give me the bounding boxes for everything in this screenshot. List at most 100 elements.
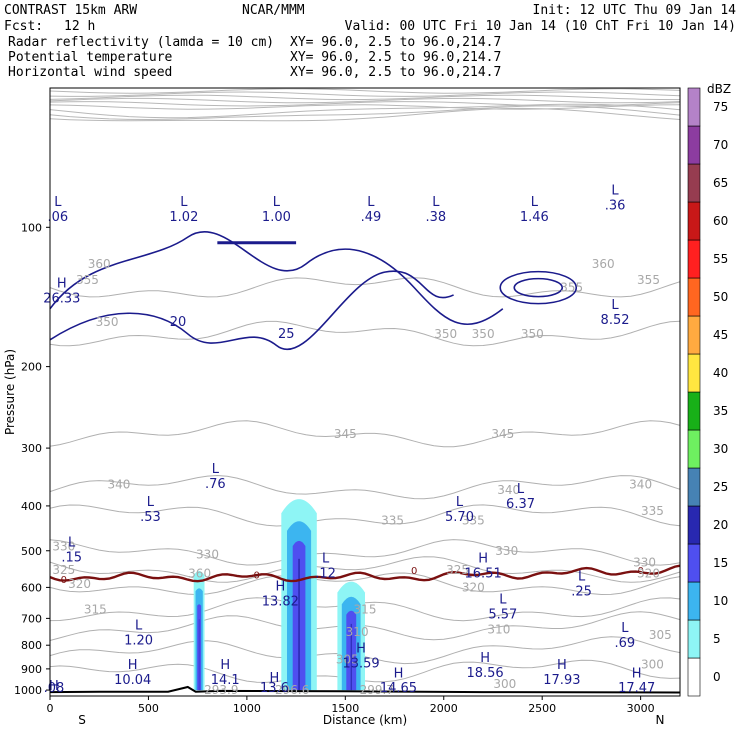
extremum-value: .36 bbox=[605, 199, 626, 214]
reflectivity-cells bbox=[193, 499, 365, 691]
reflectivity-cell-2-20dbz bbox=[298, 558, 300, 691]
extremum-high-marker: H bbox=[478, 551, 488, 566]
wind-contour-closed bbox=[499, 270, 578, 305]
isentrope-labels: 355 360 350 360 360 355 350 350 355 345 345 350 340 3… bbox=[52, 257, 671, 697]
extremum-value: .12 bbox=[315, 566, 336, 581]
center-name: NCAR/MMM bbox=[242, 3, 305, 18]
field-name: Radar reflectivity (lamda = 10 cm) bbox=[8, 35, 274, 50]
extremum-value: 14.1 bbox=[211, 673, 240, 688]
x-tick-label: 1500 bbox=[331, 702, 359, 715]
isentrope-label: 320 bbox=[68, 577, 91, 591]
extremum-value: .49 bbox=[361, 210, 382, 225]
isentrope-label: 340 bbox=[629, 478, 652, 492]
extremum-low-marker: L bbox=[322, 551, 330, 566]
freezing-level: 0 0 0 0 bbox=[49, 564, 681, 586]
isentrope-line bbox=[49, 420, 681, 448]
isentrope-label: 335 bbox=[641, 504, 664, 518]
extremum-low-marker: L bbox=[367, 195, 375, 210]
colorbar-label: 15 bbox=[713, 556, 728, 570]
isentrope-label: 325 bbox=[446, 563, 469, 577]
colorbar-swatch-30 bbox=[687, 429, 701, 469]
extremum-value: 26.33 bbox=[43, 292, 80, 307]
terrain-line bbox=[49, 685, 681, 694]
x-tick-label: 2000 bbox=[430, 702, 458, 715]
colorbar-swatch-60 bbox=[687, 201, 701, 241]
wind-contour-closed-inner bbox=[513, 277, 564, 298]
isentrope-line bbox=[49, 572, 681, 596]
extremum-value: .38 bbox=[426, 210, 447, 225]
isentrope-label: 320 bbox=[462, 580, 485, 594]
freezing-level-label: 0 bbox=[411, 566, 417, 577]
colorbar-label: 65 bbox=[713, 176, 728, 190]
extremum-value: 17.47 bbox=[618, 681, 655, 696]
y-tick-label: 500 bbox=[21, 545, 42, 558]
isentrope-label: 330 bbox=[495, 544, 518, 558]
isentrope-label: 299.7 bbox=[360, 683, 394, 697]
init-time: Init: 12 UTC Thu 09 Jan 14 bbox=[533, 3, 737, 18]
x-tick-label: 0 bbox=[47, 702, 54, 715]
extremum-high-marker: H bbox=[356, 642, 366, 657]
colorbar-swatch-75 bbox=[687, 87, 701, 127]
isentrope-label: 315 bbox=[84, 603, 107, 617]
y-tick-label: 200 bbox=[21, 361, 42, 374]
freezing-level-label: 0 bbox=[637, 566, 643, 577]
isentrope-label: 310 bbox=[346, 625, 369, 639]
colorbar-swatch-0 bbox=[687, 657, 701, 697]
terrain-surface bbox=[49, 685, 681, 694]
y-tick-label: 700 bbox=[21, 612, 42, 625]
isentrope-label: 360 bbox=[592, 257, 615, 271]
colorbar-label: 50 bbox=[713, 290, 728, 304]
colorbar-swatch-15 bbox=[687, 543, 701, 583]
colorbar-label: 30 bbox=[713, 442, 728, 456]
wind-contour-20 bbox=[49, 230, 504, 326]
freezing-level-line bbox=[49, 564, 681, 583]
isentrope-label: 355 bbox=[76, 273, 99, 287]
isentrope-label: 360 bbox=[88, 257, 111, 271]
isentrope-label: 315 bbox=[354, 603, 377, 617]
y-tick-label: 900 bbox=[21, 663, 42, 676]
colorbar-swatch-35 bbox=[687, 391, 701, 431]
isentrope-label: 335 bbox=[381, 513, 404, 527]
extremum-value: 1.20 bbox=[124, 634, 153, 649]
extremum-value: .06 bbox=[48, 210, 69, 225]
colorbar-label: 25 bbox=[713, 480, 728, 494]
wind-contour-25 bbox=[49, 270, 454, 351]
colorbar-label: 55 bbox=[713, 252, 728, 266]
isentrope-label: 355 bbox=[637, 273, 660, 287]
colorbar-label: 0 bbox=[713, 670, 721, 684]
colorbar-label: 75 bbox=[713, 100, 728, 114]
isentrope-line bbox=[49, 539, 681, 566]
extremum-low-marker: L bbox=[147, 495, 155, 510]
isentrope-label: 360 bbox=[188, 567, 211, 581]
forecast-hour: 12 h bbox=[64, 19, 95, 34]
isentrope-label: 340 bbox=[107, 478, 130, 492]
isentrope-upper bbox=[49, 94, 681, 101]
colorbar-swatch-50 bbox=[687, 277, 701, 317]
isentrope-label: 350 bbox=[434, 327, 457, 341]
isentrope-label: 350 bbox=[96, 315, 119, 329]
valid-time: Valid: 00 UTC Fri 10 Jan 14 (10 ChT Fri … bbox=[345, 19, 736, 34]
extremum-value: 17.93 bbox=[543, 673, 580, 688]
extremum-low-marker: L bbox=[432, 195, 440, 210]
extremum-high-marker: H bbox=[632, 667, 642, 682]
plot-frame bbox=[49, 87, 681, 697]
isentrope-label: 340 bbox=[497, 483, 520, 497]
isentrope-upper bbox=[49, 91, 681, 97]
colorbar: 0 5 10 15 20 25 30 35 40 45 50 55 60 65 70 75 bbox=[687, 87, 728, 697]
isentrope-label: 335 bbox=[462, 513, 485, 527]
isentrope-label: 345 bbox=[334, 427, 357, 441]
field-xy: XY= 96.0, 2.5 to 96.0,214.7 bbox=[290, 35, 501, 50]
extremum-low-marker: L bbox=[273, 195, 281, 210]
x-end-label-north: N bbox=[656, 713, 665, 727]
extremum-value: .69 bbox=[615, 636, 636, 651]
extremum-value: 10.04 bbox=[114, 673, 151, 688]
y-axis: 100 200 300 400 500 600 700 800 900 1000 bbox=[14, 221, 50, 697]
colorbar-label: 40 bbox=[713, 366, 728, 380]
extremum-value: .25 bbox=[571, 585, 592, 600]
extremum-high-marker: H bbox=[128, 658, 138, 673]
colorbar-unit: dBZ bbox=[707, 82, 731, 96]
